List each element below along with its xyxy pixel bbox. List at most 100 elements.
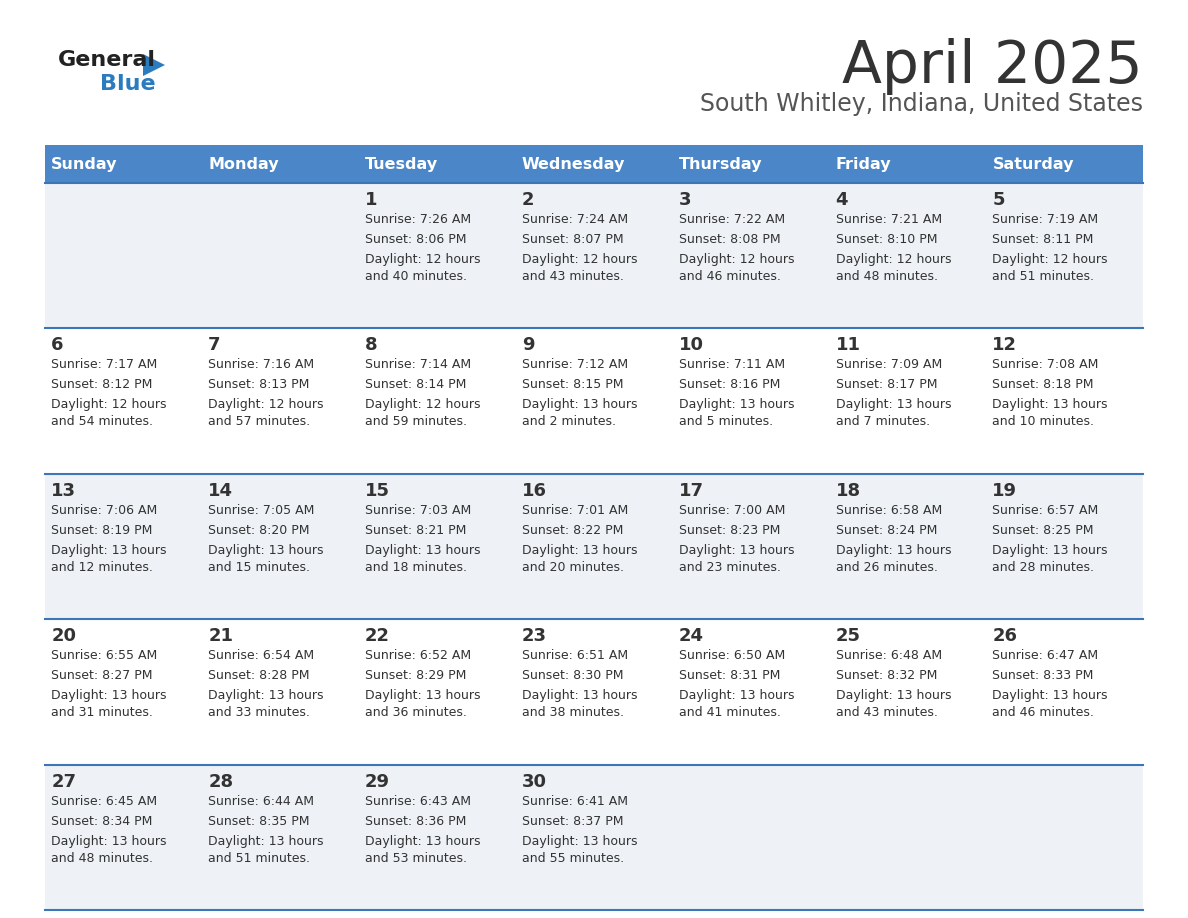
Text: 15: 15: [365, 482, 390, 499]
Text: Sunrise: 7:09 AM: Sunrise: 7:09 AM: [835, 358, 942, 372]
Text: South Whitley, Indiana, United States: South Whitley, Indiana, United States: [700, 92, 1143, 116]
Text: Daylight: 12 hours: Daylight: 12 hours: [51, 398, 166, 411]
Text: 27: 27: [51, 773, 76, 790]
Text: Sunset: 8:14 PM: Sunset: 8:14 PM: [365, 378, 467, 391]
Text: 9: 9: [522, 336, 535, 354]
Text: Daylight: 13 hours: Daylight: 13 hours: [365, 689, 480, 702]
Text: and 23 minutes.: and 23 minutes.: [678, 561, 781, 574]
Text: Daylight: 12 hours: Daylight: 12 hours: [835, 253, 952, 266]
Text: Daylight: 12 hours: Daylight: 12 hours: [365, 398, 480, 411]
Text: and 48 minutes.: and 48 minutes.: [835, 270, 937, 283]
Text: Daylight: 13 hours: Daylight: 13 hours: [835, 398, 952, 411]
Text: Daylight: 13 hours: Daylight: 13 hours: [365, 543, 480, 557]
Text: Sunset: 8:20 PM: Sunset: 8:20 PM: [208, 524, 310, 537]
Text: and 48 minutes.: and 48 minutes.: [51, 852, 153, 865]
Text: Sunrise: 6:58 AM: Sunrise: 6:58 AM: [835, 504, 942, 517]
Text: and 28 minutes.: and 28 minutes.: [992, 561, 1094, 574]
Text: and 31 minutes.: and 31 minutes.: [51, 706, 153, 719]
Text: Sunset: 8:07 PM: Sunset: 8:07 PM: [522, 233, 624, 246]
Text: Sunrise: 6:55 AM: Sunrise: 6:55 AM: [51, 649, 158, 662]
Text: 24: 24: [678, 627, 703, 645]
Text: 13: 13: [51, 482, 76, 499]
Text: and 33 minutes.: and 33 minutes.: [208, 706, 310, 719]
Text: 18: 18: [835, 482, 860, 499]
Text: and 2 minutes.: and 2 minutes.: [522, 416, 615, 429]
Text: 3: 3: [678, 191, 691, 209]
Text: Daylight: 13 hours: Daylight: 13 hours: [522, 689, 637, 702]
Text: 4: 4: [835, 191, 848, 209]
Text: Sunset: 8:11 PM: Sunset: 8:11 PM: [992, 233, 1094, 246]
Text: 6: 6: [51, 336, 64, 354]
Text: Sunrise: 7:11 AM: Sunrise: 7:11 AM: [678, 358, 785, 372]
Text: and 59 minutes.: and 59 minutes.: [365, 416, 467, 429]
Text: General: General: [58, 50, 156, 70]
Text: April 2025: April 2025: [842, 38, 1143, 95]
Text: Daylight: 13 hours: Daylight: 13 hours: [678, 543, 795, 557]
Text: and 43 minutes.: and 43 minutes.: [522, 270, 624, 283]
Text: 1: 1: [365, 191, 378, 209]
Text: Sunrise: 6:51 AM: Sunrise: 6:51 AM: [522, 649, 628, 662]
Text: Sunset: 8:27 PM: Sunset: 8:27 PM: [51, 669, 153, 682]
Text: Sunrise: 7:06 AM: Sunrise: 7:06 AM: [51, 504, 158, 517]
Text: 10: 10: [678, 336, 703, 354]
Text: Sunset: 8:16 PM: Sunset: 8:16 PM: [678, 378, 781, 391]
Text: 26: 26: [992, 627, 1017, 645]
Text: Sunset: 8:22 PM: Sunset: 8:22 PM: [522, 524, 624, 537]
Text: and 46 minutes.: and 46 minutes.: [678, 270, 781, 283]
Text: Daylight: 13 hours: Daylight: 13 hours: [208, 543, 323, 557]
Text: Sunset: 8:08 PM: Sunset: 8:08 PM: [678, 233, 781, 246]
Text: Sunrise: 7:00 AM: Sunrise: 7:00 AM: [678, 504, 785, 517]
Bar: [45, 474, 1143, 620]
Text: and 7 minutes.: and 7 minutes.: [835, 416, 930, 429]
Text: Wednesday: Wednesday: [522, 156, 625, 172]
Polygon shape: [143, 54, 165, 76]
Text: Sunrise: 7:24 AM: Sunrise: 7:24 AM: [522, 213, 628, 226]
Text: Daylight: 13 hours: Daylight: 13 hours: [678, 398, 795, 411]
Text: Sunset: 8:29 PM: Sunset: 8:29 PM: [365, 669, 467, 682]
Text: and 46 minutes.: and 46 minutes.: [992, 706, 1094, 719]
Text: 25: 25: [835, 627, 860, 645]
Text: Sunset: 8:28 PM: Sunset: 8:28 PM: [208, 669, 310, 682]
Text: Sunset: 8:37 PM: Sunset: 8:37 PM: [522, 814, 624, 828]
Text: and 38 minutes.: and 38 minutes.: [522, 706, 624, 719]
Text: Sunset: 8:13 PM: Sunset: 8:13 PM: [208, 378, 310, 391]
Text: Sunset: 8:21 PM: Sunset: 8:21 PM: [365, 524, 467, 537]
Text: and 43 minutes.: and 43 minutes.: [835, 706, 937, 719]
Text: Sunrise: 7:08 AM: Sunrise: 7:08 AM: [992, 358, 1099, 372]
Text: 22: 22: [365, 627, 390, 645]
Text: Friday: Friday: [835, 156, 891, 172]
Text: 7: 7: [208, 336, 221, 354]
Text: Blue: Blue: [100, 74, 156, 94]
Text: 2: 2: [522, 191, 535, 209]
Text: Sunset: 8:33 PM: Sunset: 8:33 PM: [992, 669, 1094, 682]
Text: Tuesday: Tuesday: [365, 156, 438, 172]
Text: Sunrise: 6:44 AM: Sunrise: 6:44 AM: [208, 795, 314, 808]
Bar: [45, 765, 1143, 910]
Bar: [45, 145, 1143, 183]
Text: Daylight: 13 hours: Daylight: 13 hours: [992, 398, 1108, 411]
Text: and 20 minutes.: and 20 minutes.: [522, 561, 624, 574]
Text: 17: 17: [678, 482, 703, 499]
Text: and 54 minutes.: and 54 minutes.: [51, 416, 153, 429]
Text: and 36 minutes.: and 36 minutes.: [365, 706, 467, 719]
Text: Sunrise: 7:17 AM: Sunrise: 7:17 AM: [51, 358, 158, 372]
Text: 19: 19: [992, 482, 1017, 499]
Text: Sunday: Sunday: [51, 156, 118, 172]
Text: Sunset: 8:19 PM: Sunset: 8:19 PM: [51, 524, 152, 537]
Text: and 40 minutes.: and 40 minutes.: [365, 270, 467, 283]
Text: Sunrise: 7:03 AM: Sunrise: 7:03 AM: [365, 504, 472, 517]
Text: and 51 minutes.: and 51 minutes.: [208, 852, 310, 865]
Text: 21: 21: [208, 627, 233, 645]
Text: and 55 minutes.: and 55 minutes.: [522, 852, 624, 865]
Bar: [45, 329, 1143, 474]
Text: Sunrise: 6:47 AM: Sunrise: 6:47 AM: [992, 649, 1099, 662]
Text: Sunset: 8:32 PM: Sunset: 8:32 PM: [835, 669, 937, 682]
Text: Sunrise: 7:16 AM: Sunrise: 7:16 AM: [208, 358, 315, 372]
Text: Daylight: 13 hours: Daylight: 13 hours: [678, 689, 795, 702]
Text: Daylight: 12 hours: Daylight: 12 hours: [678, 253, 795, 266]
Text: 14: 14: [208, 482, 233, 499]
Text: Daylight: 12 hours: Daylight: 12 hours: [992, 253, 1108, 266]
Text: Sunset: 8:10 PM: Sunset: 8:10 PM: [835, 233, 937, 246]
Text: and 41 minutes.: and 41 minutes.: [678, 706, 781, 719]
Text: Sunset: 8:18 PM: Sunset: 8:18 PM: [992, 378, 1094, 391]
